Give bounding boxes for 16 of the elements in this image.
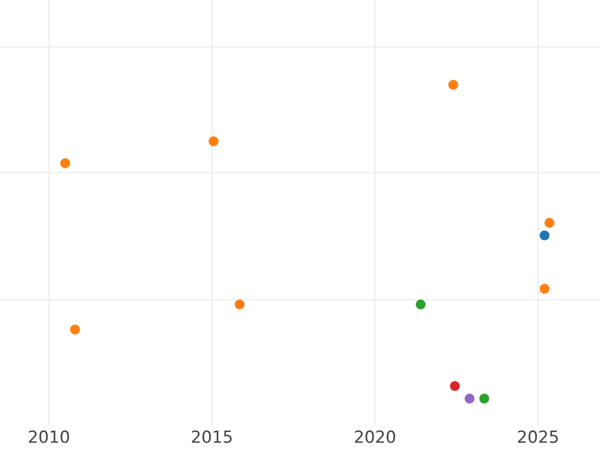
point (60, 158, 70, 168)
point (540, 230, 550, 240)
x-tick-label: 2025 (518, 430, 558, 444)
point (234, 300, 245, 310)
x-tick-label: 2020 (355, 430, 396, 444)
point (450, 381, 460, 391)
point (448, 80, 458, 90)
point (70, 324, 80, 334)
point (479, 394, 490, 404)
x-tick-label: 2015 (192, 430, 232, 444)
point (464, 394, 474, 404)
point (540, 284, 550, 294)
x-tick-label: 2010 (28, 430, 70, 444)
point (544, 218, 554, 228)
point (208, 136, 218, 146)
point (416, 300, 426, 310)
